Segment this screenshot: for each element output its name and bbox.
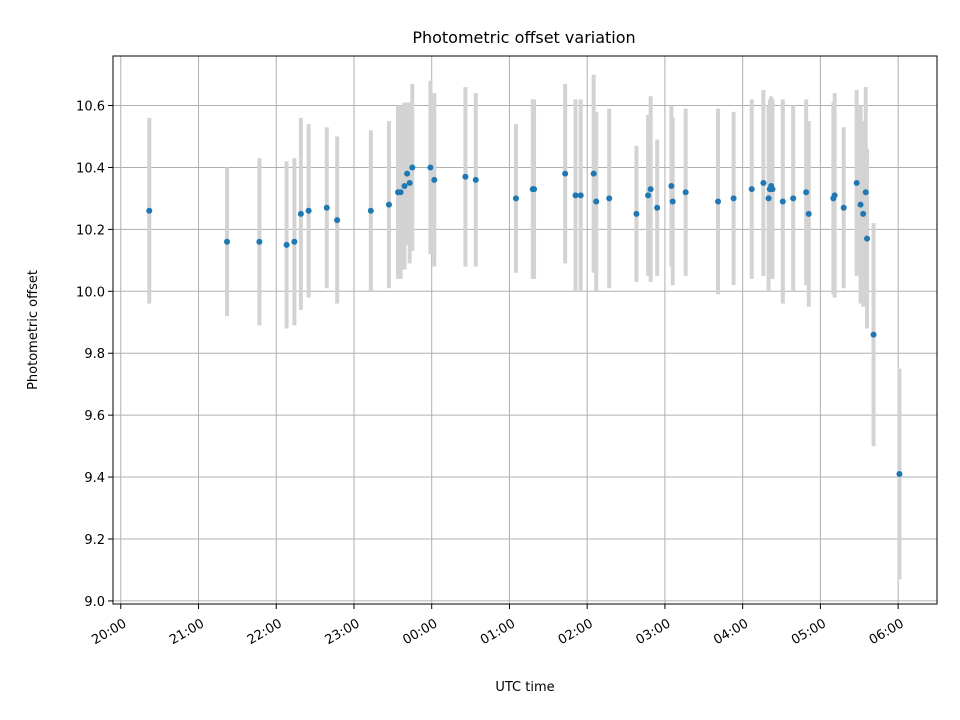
data-point [790, 195, 797, 202]
data-point [297, 210, 304, 217]
data-point [404, 170, 411, 177]
data-point [334, 217, 341, 224]
data-point [896, 470, 903, 477]
data-point [385, 201, 392, 208]
data-point [862, 189, 869, 196]
data-point [853, 179, 860, 186]
data-point [512, 195, 519, 202]
data-point [748, 186, 755, 193]
data-point [367, 207, 374, 214]
data-point [682, 189, 689, 196]
data-point [760, 179, 767, 186]
data-point [669, 198, 676, 205]
data-point [860, 210, 867, 217]
x-tick-label: 03:00 [634, 616, 674, 648]
x-tick-label: 23:00 [323, 616, 363, 648]
x-tick-label: 02:00 [556, 616, 596, 648]
data-point [531, 186, 538, 193]
y-axis-ticks: 9.0 9.2 9.4 9.6 9.8 10.0 10.2 10.4 10.6 [76, 100, 113, 610]
data-point [401, 183, 408, 190]
x-tick-label: 00:00 [400, 616, 440, 648]
data-point [283, 241, 290, 248]
x-tick-label: 05:00 [789, 616, 829, 648]
data-point [831, 192, 838, 199]
y-tick-label: 9.8 [84, 347, 105, 362]
data-point [323, 204, 330, 211]
data-point [472, 176, 479, 183]
data-point [427, 164, 434, 171]
y-tick-label: 9.0 [84, 595, 105, 610]
y-tick-label: 10.4 [76, 161, 105, 176]
x-tick-label: 01:00 [478, 616, 518, 648]
data-point [715, 198, 722, 205]
chart-title: Photometric offset variation [412, 28, 635, 47]
data-point [572, 192, 579, 199]
grid [113, 56, 937, 604]
x-tick-label: 04:00 [711, 616, 751, 648]
data-point [562, 170, 569, 177]
y-axis-label: Photometric offset [26, 270, 41, 390]
data-point [857, 201, 864, 208]
y-tick-label: 10.2 [76, 223, 105, 238]
data-point [668, 183, 675, 190]
data-point [462, 173, 469, 180]
data-point [305, 207, 312, 214]
data-point [779, 198, 786, 205]
data-point [805, 210, 812, 217]
y-tick-label: 9.6 [84, 409, 105, 424]
data-point [633, 210, 640, 217]
y-tick-label: 10.0 [76, 285, 105, 300]
x-axis-label: UTC time [495, 680, 554, 695]
data-point [291, 238, 298, 245]
data-point [146, 207, 153, 214]
data-point [645, 192, 652, 199]
error-bars [147, 74, 902, 580]
y-tick-label: 10.6 [76, 100, 105, 115]
y-tick-label: 9.2 [84, 533, 105, 548]
data-point [840, 204, 847, 211]
data-point [406, 179, 413, 186]
data-point [593, 198, 600, 205]
data-point [864, 235, 871, 242]
x-tick-label: 21:00 [167, 616, 207, 648]
data-point [590, 170, 597, 177]
y-tick-label: 9.4 [84, 471, 105, 486]
data-point [409, 164, 416, 171]
data-point [577, 192, 584, 199]
x-tick-label: 20:00 [89, 616, 129, 648]
plot-frame [112, 55, 938, 605]
data-point [431, 176, 438, 183]
data-point [803, 189, 810, 196]
data-point [397, 189, 404, 196]
data-point [765, 195, 772, 202]
x-tick-label: 22:00 [245, 616, 285, 648]
x-tick-label: 06:00 [867, 616, 907, 648]
data-point [730, 195, 737, 202]
data-point [870, 331, 877, 338]
data-points [146, 164, 903, 477]
data-point [224, 238, 231, 245]
x-axis-ticks: 20:00 21:00 22:00 23:00 00:00 01:00 02:00 03:00… [89, 604, 907, 648]
data-point [606, 195, 613, 202]
data-point [769, 186, 776, 193]
data-point [256, 238, 263, 245]
data-point [654, 204, 661, 211]
data-point [647, 186, 654, 193]
